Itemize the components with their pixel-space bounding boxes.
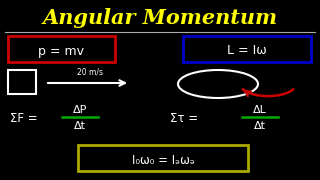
Text: 20 m/s: 20 m/s [77,68,103,76]
Text: Στ =: Στ = [170,111,198,125]
Text: L = Iω: L = Iω [227,44,267,57]
Text: Δt: Δt [254,121,266,131]
Text: ΔP: ΔP [73,105,87,115]
Text: ΣF =: ΣF = [10,111,38,125]
Text: Δt: Δt [74,121,86,131]
Text: I₀ω₀ = Iₔωₔ: I₀ω₀ = Iₔωₔ [132,154,195,166]
Text: Angular Momentum: Angular Momentum [43,8,277,28]
Bar [8,70,36,94]
Bar [183,36,311,62]
Text: ΔL: ΔL [253,105,267,115]
Bar [8,36,115,62]
Text: p = mv: p = mv [38,44,84,57]
Bar [78,145,248,171]
